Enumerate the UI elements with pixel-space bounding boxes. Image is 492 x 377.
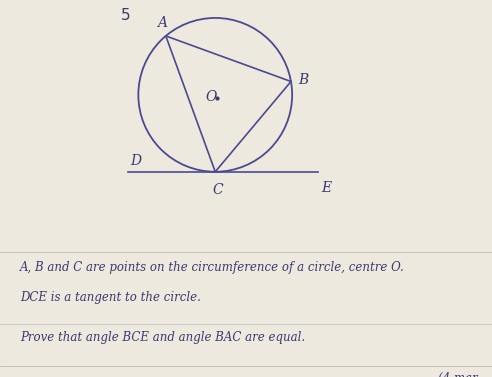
Text: (4 mar: (4 mar (437, 372, 477, 377)
Text: 5: 5 (121, 8, 130, 23)
Text: E: E (322, 181, 332, 195)
Text: D: D (130, 154, 142, 168)
Text: O: O (206, 90, 217, 104)
Text: A, B and C are points on the circumference of a circle, centre O.: A, B and C are points on the circumferen… (20, 261, 404, 274)
Text: A: A (157, 16, 167, 30)
Text: DCE is a tangent to the circle.: DCE is a tangent to the circle. (20, 291, 201, 304)
Text: B: B (299, 73, 309, 87)
Text: C: C (212, 183, 223, 197)
Text: Prove that angle BCE and angle BAC are equal.: Prove that angle BCE and angle BAC are e… (20, 331, 305, 344)
